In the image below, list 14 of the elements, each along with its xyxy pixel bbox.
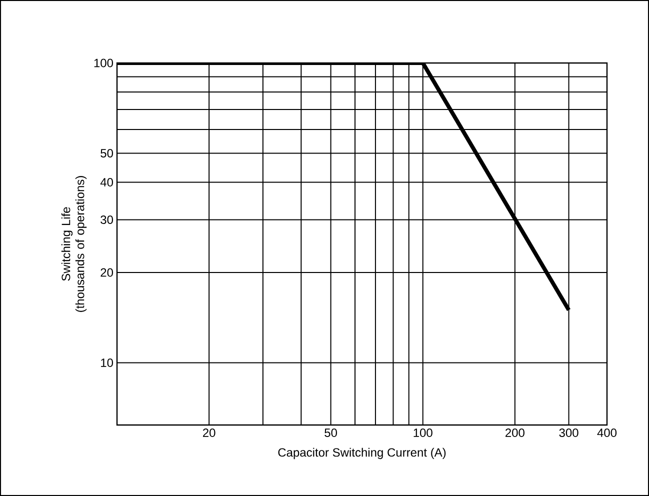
x-tick-label: 50 xyxy=(324,428,337,438)
y-tick-label: 30 xyxy=(100,215,114,224)
x-tick-label: 20 xyxy=(202,428,216,438)
x-axis-title: Capacitor Switching Current (A) xyxy=(278,448,446,460)
y-tick-label: 100 xyxy=(94,58,114,68)
y-axis-title: Switching Life (thousands of operations) xyxy=(61,176,87,312)
y-tick-label: 10 xyxy=(101,358,114,367)
x-tick-label: 200 xyxy=(506,428,524,438)
x-tick-label: 300 xyxy=(559,428,578,438)
y-tick-label: 20 xyxy=(100,268,114,277)
y-tick-label: 40 xyxy=(100,178,114,187)
x-tick-label: 100 xyxy=(414,428,432,438)
y-tick-label: 50 xyxy=(100,148,114,158)
x-tick-label: 400 xyxy=(597,428,617,438)
